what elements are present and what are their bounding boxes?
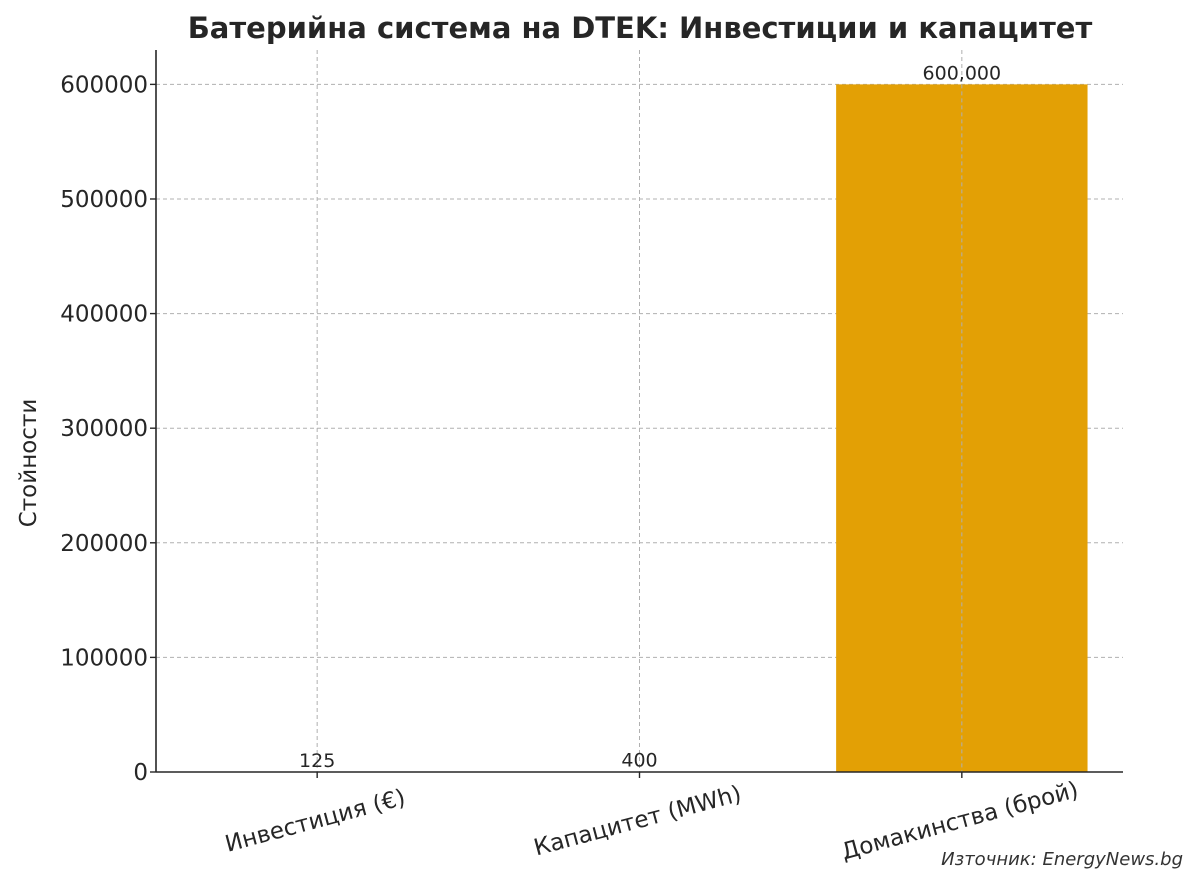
data-label: 125 — [299, 750, 335, 772]
bars-layer — [191, 84, 1088, 772]
y-tick-label: 400000 — [60, 302, 148, 328]
grid-layer — [156, 50, 1123, 772]
y-tick-label: 200000 — [60, 531, 148, 557]
x-tick-label: Инвестиция (€) — [223, 785, 409, 858]
y-tick-label: 0 — [133, 760, 148, 786]
source-note: Източник: EnergyNews.bg — [941, 849, 1183, 870]
y-axis-label: Стойности — [16, 399, 42, 528]
y-tick-label: 300000 — [60, 416, 148, 442]
data-label: 600,000 — [923, 62, 1002, 84]
data-label: 400 — [621, 750, 657, 772]
axes-layer — [150, 50, 1123, 778]
y-tick-label: 500000 — [60, 187, 148, 213]
chart-title: Батерийна система на DTEK: Инвестиции и … — [188, 11, 1093, 45]
x-tick-label: Капацитет (MWh) — [531, 781, 744, 861]
y-tick-label: 600000 — [60, 72, 148, 98]
y-tick-label: 100000 — [60, 645, 148, 671]
